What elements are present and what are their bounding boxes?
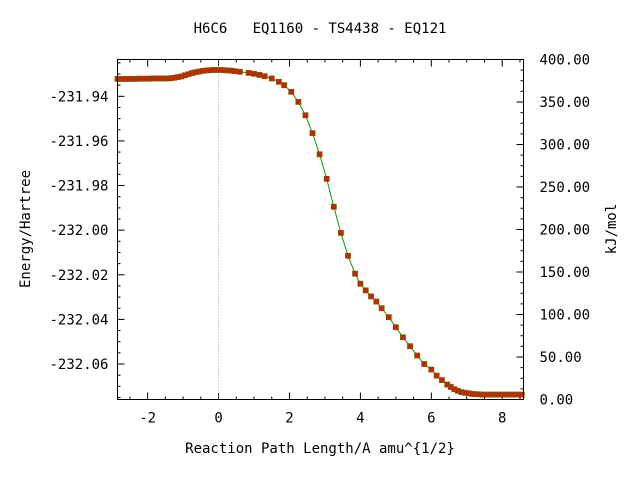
x-tick-label: 2 (285, 411, 293, 427)
y2-tick-label: 0.00 (540, 393, 574, 409)
x-tick-label: -2 (139, 411, 156, 427)
data-point (268, 75, 275, 82)
data-point (275, 78, 282, 85)
data-point (316, 151, 323, 158)
y-tick-label: -232.04 (49, 312, 108, 328)
y-tick-label: -231.96 (49, 134, 108, 150)
data-point (309, 130, 316, 137)
data-point (330, 203, 337, 210)
chart-title: H6C6 EQ1160 - TS4438 - EQ121 (194, 21, 447, 37)
y2-tick-label: 400.00 (540, 53, 591, 69)
x-tick-label: 8 (498, 411, 506, 427)
plot-frame (117, 59, 524, 400)
data-point (400, 334, 406, 341)
data-point (251, 70, 257, 77)
y-axis-label: Energy/Hartree (18, 170, 34, 288)
data-point (302, 112, 309, 119)
data-point (518, 391, 525, 398)
data-point (256, 71, 263, 78)
data-point (337, 229, 344, 236)
data-points (114, 67, 525, 398)
x-tick-label: 4 (356, 411, 364, 427)
axis-ticks (117, 59, 524, 400)
data-point (295, 98, 302, 105)
data-point (281, 82, 288, 89)
y-tick-label: -232.00 (49, 223, 108, 239)
data-point (439, 377, 445, 383)
data-point (433, 372, 440, 379)
data-point (231, 68, 238, 75)
data-point (414, 352, 421, 359)
data-point (245, 69, 252, 76)
data-point (378, 305, 385, 312)
data-point (345, 252, 351, 259)
data-point (352, 270, 358, 277)
data-point (392, 324, 399, 331)
data-point (407, 343, 413, 350)
data-point (236, 68, 243, 75)
y-tick-label: -231.98 (49, 179, 108, 195)
y2-tick-label: 300.00 (540, 138, 591, 154)
y2-tick-label: 150.00 (540, 265, 591, 281)
data-point (385, 314, 392, 321)
data-point (288, 88, 295, 95)
data-point (357, 280, 364, 287)
data-point (428, 366, 435, 373)
y2-tick-label: 100.00 (540, 308, 591, 324)
tick-labels: -2 0 2 4 6 8 -231.94 -231.96 -231.98 -232.00 -232.… (49, 53, 590, 427)
y2-tick-label: 250.00 (540, 180, 591, 196)
series-line (117, 69, 522, 396)
y2-tick-label: 350.00 (540, 95, 591, 111)
y2-axis-label: kJ/mol (604, 204, 620, 255)
y2-tick-label: 200.00 (540, 223, 591, 239)
data-point (368, 293, 374, 300)
y2-tick-label: 50.00 (540, 350, 582, 366)
data-point (421, 361, 428, 367)
x-tick-label: 0 (214, 411, 222, 427)
data-point (373, 298, 380, 305)
x-axis-label: Reaction Path Length/A amu^{1/2} (185, 441, 455, 457)
y-tick-label: -231.94 (49, 89, 108, 105)
data-point (362, 287, 369, 294)
data-point (323, 175, 330, 182)
data-point (261, 73, 268, 80)
y-tick-label: -232.02 (49, 268, 108, 284)
y-tick-label: -232.06 (49, 357, 108, 373)
x-tick-label: 6 (427, 411, 435, 427)
